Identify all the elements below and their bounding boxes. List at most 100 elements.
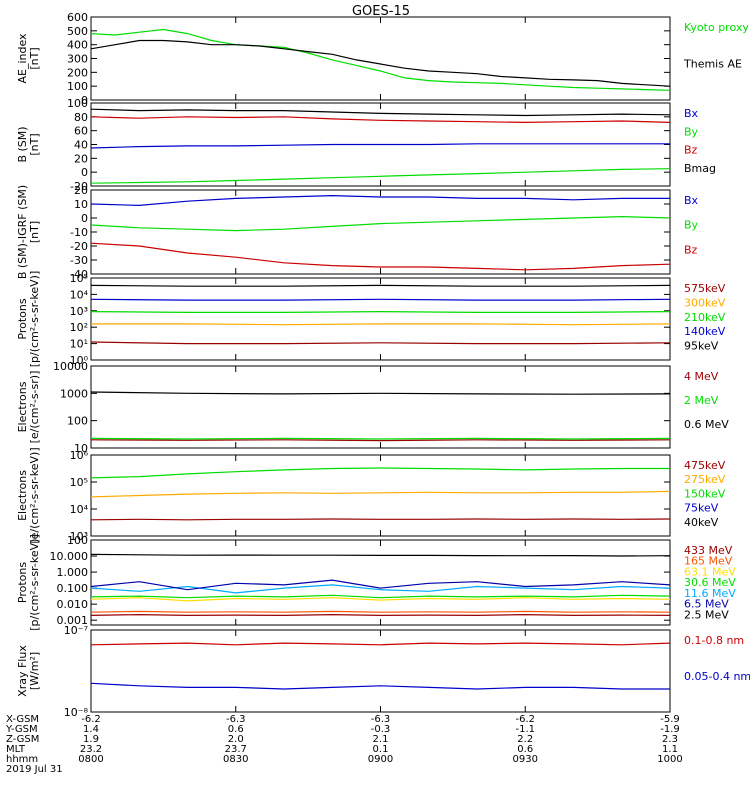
y-axis-label: Xray Flux [W/m²] (16, 645, 41, 697)
series-line (90, 341, 671, 345)
ephemeris-value: 0900 (368, 754, 393, 765)
ephemeris-value: 2.0 (228, 734, 244, 745)
y-tick-label: 10² (70, 321, 88, 334)
legend-label: 165 MeV (684, 555, 733, 568)
y-axis-label-line: [nT] (28, 221, 41, 243)
legend-label: 75keV (684, 502, 719, 515)
ephemeris-value: 23.2 (80, 744, 102, 755)
ephemeris-value: -1.1 (515, 724, 535, 735)
legend-label: Bx (684, 194, 699, 207)
y-tick-label: 400 (67, 39, 88, 52)
y-axis-label-line: Electrons (16, 381, 29, 432)
series-line (90, 116, 671, 124)
series-line (90, 597, 671, 602)
series-line (90, 437, 671, 440)
legend-label: 2 MeV (684, 394, 719, 407)
plot-date: 2019 Jul 31 (6, 764, 63, 775)
legend-label: 0.1-0.8 nm (684, 634, 744, 647)
ephemeris-value: 2.2 (517, 734, 533, 745)
y-tick-label: -20 (70, 180, 88, 193)
y-tick-label: 10 (74, 198, 88, 211)
y-tick-label: 0 (81, 166, 88, 179)
y-axis-label-line: [e/(cm²-s-sr)] (28, 371, 41, 444)
legend-label: 140keV (684, 325, 726, 338)
y-tick-label: 40 (74, 139, 88, 152)
ephemeris-row-label: X-GSM (6, 714, 39, 725)
panel-frame (90, 277, 671, 361)
y-tick-label: 10000 (53, 360, 88, 373)
y-axis-label: Electrons [e/(cm²-s-sr)] (16, 371, 41, 444)
series-line (90, 284, 671, 287)
ephemeris-value: 2.1 (373, 734, 389, 745)
legend-label: 0.05-0.4 nm (684, 670, 750, 683)
y-axis-label-line: [e/(cm²-s-sr-keV)] (28, 447, 41, 543)
panel-4: 10⁰ 10¹ 10² 10³ 10⁴ 10⁵ Protons [p/(cm²-s-sr-ke… (16, 271, 726, 368)
y-tick-label: 10⁰ (70, 354, 89, 367)
y-tick-label: 10 (74, 442, 88, 455)
legend-label: By (684, 125, 699, 138)
legend-label: 575keV (684, 282, 726, 295)
series-line (90, 642, 671, 646)
ephemeris-row-label: hhmm (6, 754, 38, 765)
y-tick-label: 10⁵ (70, 476, 88, 489)
y-tick-label: 100 (67, 415, 88, 428)
ephemeris-value: -1.9 (660, 724, 680, 735)
ephemeris-row-label: MLT (6, 744, 26, 755)
ephemeris-value: 1.4 (83, 724, 99, 735)
series-line (90, 613, 671, 617)
y-tick-label: 60 (74, 125, 88, 138)
panel-7: 0.001 0.010 0.100 1.000 10.000 100 Protons [p/(… (16, 534, 736, 631)
ephemeris-value: 0.6 (517, 744, 533, 755)
series-line (90, 584, 671, 594)
y-tick-label: 10³ (70, 305, 88, 318)
panel-6: 10³ 10⁴ 10⁵ 10⁶ Electrons [e/(cm²-s-sr-keV)] 4… (16, 447, 726, 543)
series-line (90, 298, 671, 301)
y-tick-label: 100 (67, 534, 88, 547)
panel-8: 10⁻⁸ 10⁻⁷ Xray Flux [W/m²] 0.1-0.8 nm 0.05-0.… (16, 624, 750, 719)
y-tick-label: 10.000 (50, 550, 89, 563)
panel-frame (90, 629, 671, 713)
series-line (90, 391, 671, 395)
y-tick-label: 100 (67, 97, 88, 110)
legend-label: Bz (684, 144, 698, 157)
y-tick-label: 0 (81, 212, 88, 225)
series-line (90, 215, 671, 232)
ephemeris-value: 2.3 (662, 734, 678, 745)
y-tick-label: 0.100 (57, 582, 89, 595)
y-axis-label-line: [nT] (28, 47, 41, 69)
ephemeris-value: 1000 (657, 754, 682, 765)
y-tick-label: 1000 (60, 387, 88, 400)
series-line (90, 553, 671, 557)
y-axis-label-line: B (SM) (16, 126, 29, 162)
y-tick-label: 20 (74, 152, 88, 165)
y-tick-label: 1.000 (57, 566, 89, 579)
y-tick-label: 80 (74, 111, 88, 124)
y-tick-label: 100 (67, 80, 88, 93)
legend-label: 40keV (684, 516, 719, 529)
y-axis-label: Electrons [e/(cm²-s-sr-keV)] (16, 447, 41, 543)
y-axis-label-line: AE_index (16, 33, 29, 84)
series-line (90, 108, 671, 117)
legend-label: Kyoto proxy AE (684, 21, 750, 34)
y-tick-label: 0.001 (57, 614, 89, 627)
panel-5: 10 100 1000 10000 Electrons [e/(cm²-s-sr)] 4 M… (16, 360, 729, 455)
series-line (90, 310, 671, 313)
y-tick-label: -40 (70, 268, 88, 281)
legend-label: 4 MeV (684, 370, 719, 383)
y-axis-label-line: Electrons (16, 470, 29, 521)
y-tick-label: 20 (74, 184, 88, 197)
y-tick-label: 10⁵ (70, 272, 88, 285)
series-line (90, 39, 671, 87)
y-axis-label: AE_index [nT] (16, 33, 41, 84)
ephemeris-value: -6.2 (81, 714, 101, 725)
legend-label: Bz (684, 243, 698, 256)
ephemeris-value: 0930 (513, 754, 538, 765)
legend-label: 210keV (684, 311, 726, 324)
ephemeris-value: -5.9 (660, 714, 680, 725)
panel-frame (90, 454, 671, 537)
y-tick-label: -10 (70, 226, 88, 239)
y-tick-label: 10³ (70, 530, 88, 543)
ephemeris-value: 0800 (78, 754, 103, 765)
legend-label: 30.6 MeV (684, 576, 736, 589)
